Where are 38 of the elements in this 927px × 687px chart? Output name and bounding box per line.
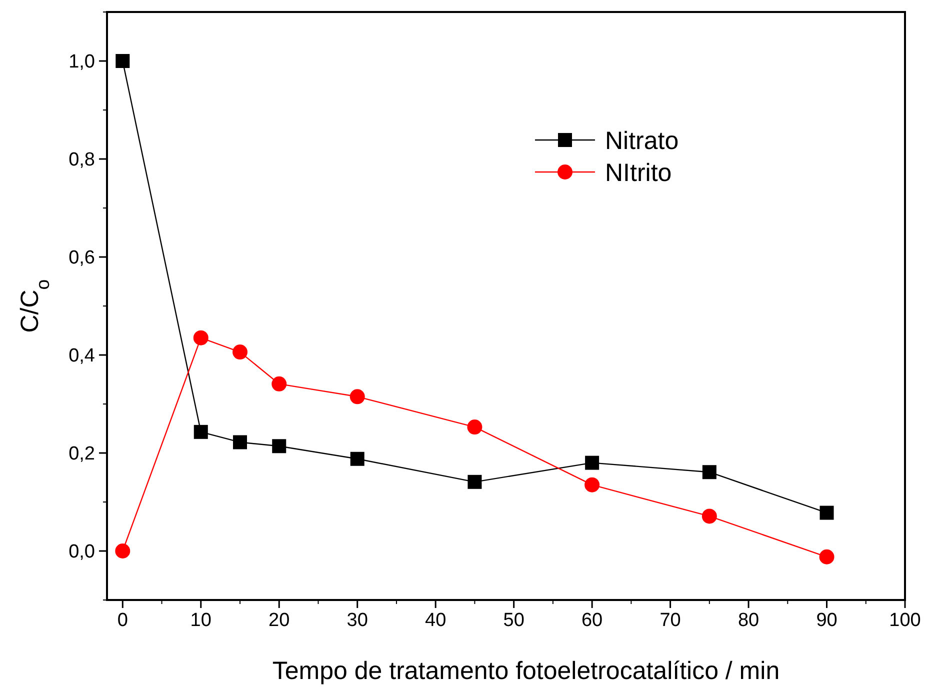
point	[272, 439, 286, 454]
y-tick-label: 0,4	[68, 346, 96, 367]
y-tick-label: 1,0	[68, 52, 95, 73]
point	[115, 544, 130, 558]
point	[819, 549, 834, 564]
point	[702, 508, 717, 524]
legend-label: Nitrato	[605, 126, 679, 155]
x-tick-label: 90	[816, 610, 838, 631]
point	[116, 54, 130, 68]
point	[232, 344, 248, 360]
point	[585, 456, 600, 470]
y-tick-label: 0,0	[68, 542, 95, 563]
point	[193, 330, 208, 346]
point	[467, 420, 482, 435]
legend-label: NItrito	[605, 158, 672, 187]
y-tick-label: 0,8	[68, 150, 95, 171]
x-tick-label: 70	[660, 610, 681, 631]
x-tick-label: 10	[190, 610, 212, 631]
point	[702, 465, 716, 480]
point	[194, 424, 208, 439]
point	[272, 376, 287, 392]
x-tick-label: 20	[268, 610, 290, 631]
y-tick-label: 0,2	[68, 444, 95, 465]
y-tick-label: 0,6	[68, 248, 95, 269]
x-tick-label: 0	[117, 610, 128, 631]
point	[233, 435, 247, 450]
x-tick-label: 80	[738, 610, 760, 631]
point	[350, 389, 365, 404]
x-tick-label: 100	[889, 610, 921, 631]
x-tick-label: 60	[581, 610, 603, 631]
point	[350, 452, 364, 466]
point	[468, 474, 482, 489]
x-tick-label: 40	[425, 610, 446, 631]
point	[820, 506, 834, 520]
point	[584, 477, 600, 492]
x-tick-label: 30	[346, 610, 368, 631]
x-axis-title: Tempo de tratamento fotoeletrocatalítico / min	[272, 657, 780, 685]
x-tick-label: 50	[503, 610, 524, 631]
